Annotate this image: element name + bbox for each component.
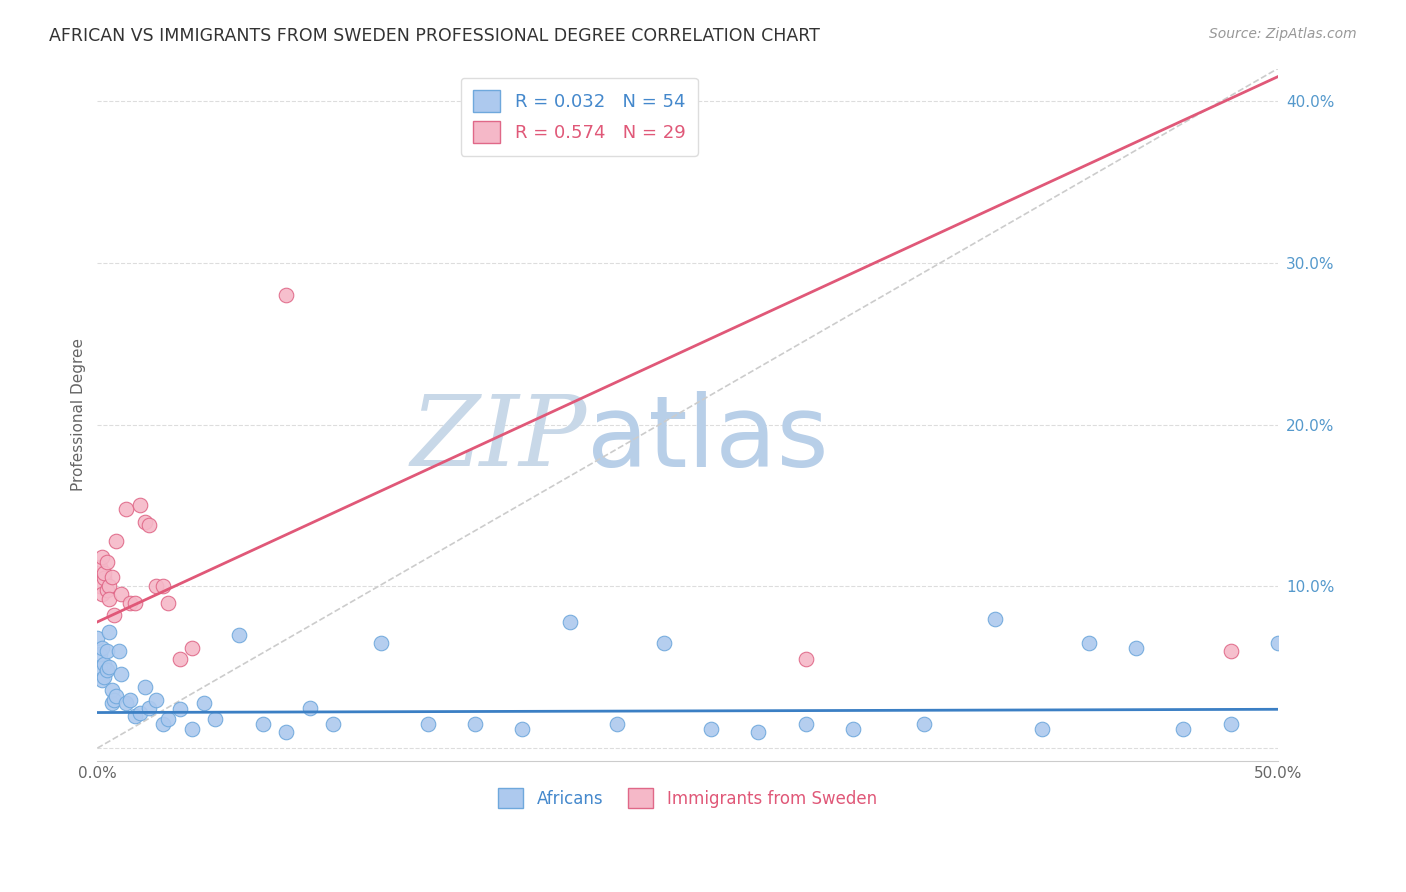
Point xyxy=(100,682,122,697)
Point xyxy=(105,534,128,549)
Point xyxy=(700,722,723,736)
Point xyxy=(103,608,125,623)
Point xyxy=(416,717,439,731)
Point xyxy=(96,644,118,658)
Point xyxy=(89,560,111,574)
Point xyxy=(120,692,142,706)
Point xyxy=(180,640,202,655)
Point xyxy=(100,569,122,583)
Point xyxy=(114,696,136,710)
Point xyxy=(193,696,215,710)
Point xyxy=(134,515,156,529)
Point xyxy=(128,499,150,513)
Point xyxy=(103,692,125,706)
Point xyxy=(120,595,142,609)
Point xyxy=(1031,722,1053,736)
Point xyxy=(110,587,132,601)
Point xyxy=(1078,636,1101,650)
Point xyxy=(98,592,121,607)
Point xyxy=(145,692,167,706)
Point xyxy=(794,652,817,666)
Point xyxy=(93,657,115,671)
Point xyxy=(138,700,160,714)
Point xyxy=(464,717,486,731)
Point xyxy=(100,696,122,710)
Point xyxy=(110,666,132,681)
Point xyxy=(89,579,111,593)
Point xyxy=(91,550,114,565)
Point xyxy=(652,636,675,650)
Point xyxy=(86,566,108,581)
Point xyxy=(1267,636,1289,650)
Legend: Africans, Immigrants from Sweden: Africans, Immigrants from Sweden xyxy=(492,781,883,815)
Point xyxy=(157,712,180,726)
Point xyxy=(228,628,250,642)
Point xyxy=(1125,640,1147,655)
Point xyxy=(91,587,114,601)
Text: ZIP: ZIP xyxy=(411,392,588,487)
Point xyxy=(124,595,146,609)
Point xyxy=(114,501,136,516)
Point xyxy=(128,706,150,720)
Point xyxy=(138,517,160,532)
Text: AFRICAN VS IMMIGRANTS FROM SWEDEN PROFESSIONAL DEGREE CORRELATION CHART: AFRICAN VS IMMIGRANTS FROM SWEDEN PROFES… xyxy=(49,27,820,45)
Point xyxy=(134,680,156,694)
Point xyxy=(91,673,114,688)
Point xyxy=(204,712,226,726)
Point xyxy=(89,647,111,661)
Point xyxy=(145,579,167,593)
Point xyxy=(152,717,174,731)
Point xyxy=(983,612,1005,626)
Text: Source: ZipAtlas.com: Source: ZipAtlas.com xyxy=(1209,27,1357,41)
Point xyxy=(169,702,191,716)
Point xyxy=(1173,722,1195,736)
Point xyxy=(124,708,146,723)
Point xyxy=(512,722,534,736)
Point xyxy=(96,664,118,678)
Point xyxy=(93,571,115,585)
Point xyxy=(1219,717,1241,731)
Point xyxy=(152,579,174,593)
Point xyxy=(157,595,180,609)
Text: atlas: atlas xyxy=(588,391,830,488)
Point xyxy=(794,717,817,731)
Point xyxy=(93,670,115,684)
Point xyxy=(93,566,115,581)
Point xyxy=(98,579,121,593)
Point xyxy=(105,690,128,704)
Point xyxy=(89,660,111,674)
Point xyxy=(276,288,298,302)
Point xyxy=(747,725,769,739)
Y-axis label: Professional Degree: Professional Degree xyxy=(72,338,86,491)
Point xyxy=(180,722,202,736)
Point xyxy=(842,722,865,736)
Point xyxy=(96,555,118,569)
Point xyxy=(276,725,298,739)
Point xyxy=(298,700,321,714)
Point xyxy=(86,631,108,645)
Point xyxy=(169,652,191,666)
Point xyxy=(322,717,344,731)
Point xyxy=(91,640,114,655)
Point xyxy=(370,636,392,650)
Point xyxy=(252,717,274,731)
Point xyxy=(96,582,118,597)
Point xyxy=(558,615,581,629)
Point xyxy=(98,624,121,639)
Point xyxy=(107,644,129,658)
Point xyxy=(912,717,935,731)
Point xyxy=(606,717,628,731)
Point xyxy=(98,660,121,674)
Point xyxy=(1219,644,1241,658)
